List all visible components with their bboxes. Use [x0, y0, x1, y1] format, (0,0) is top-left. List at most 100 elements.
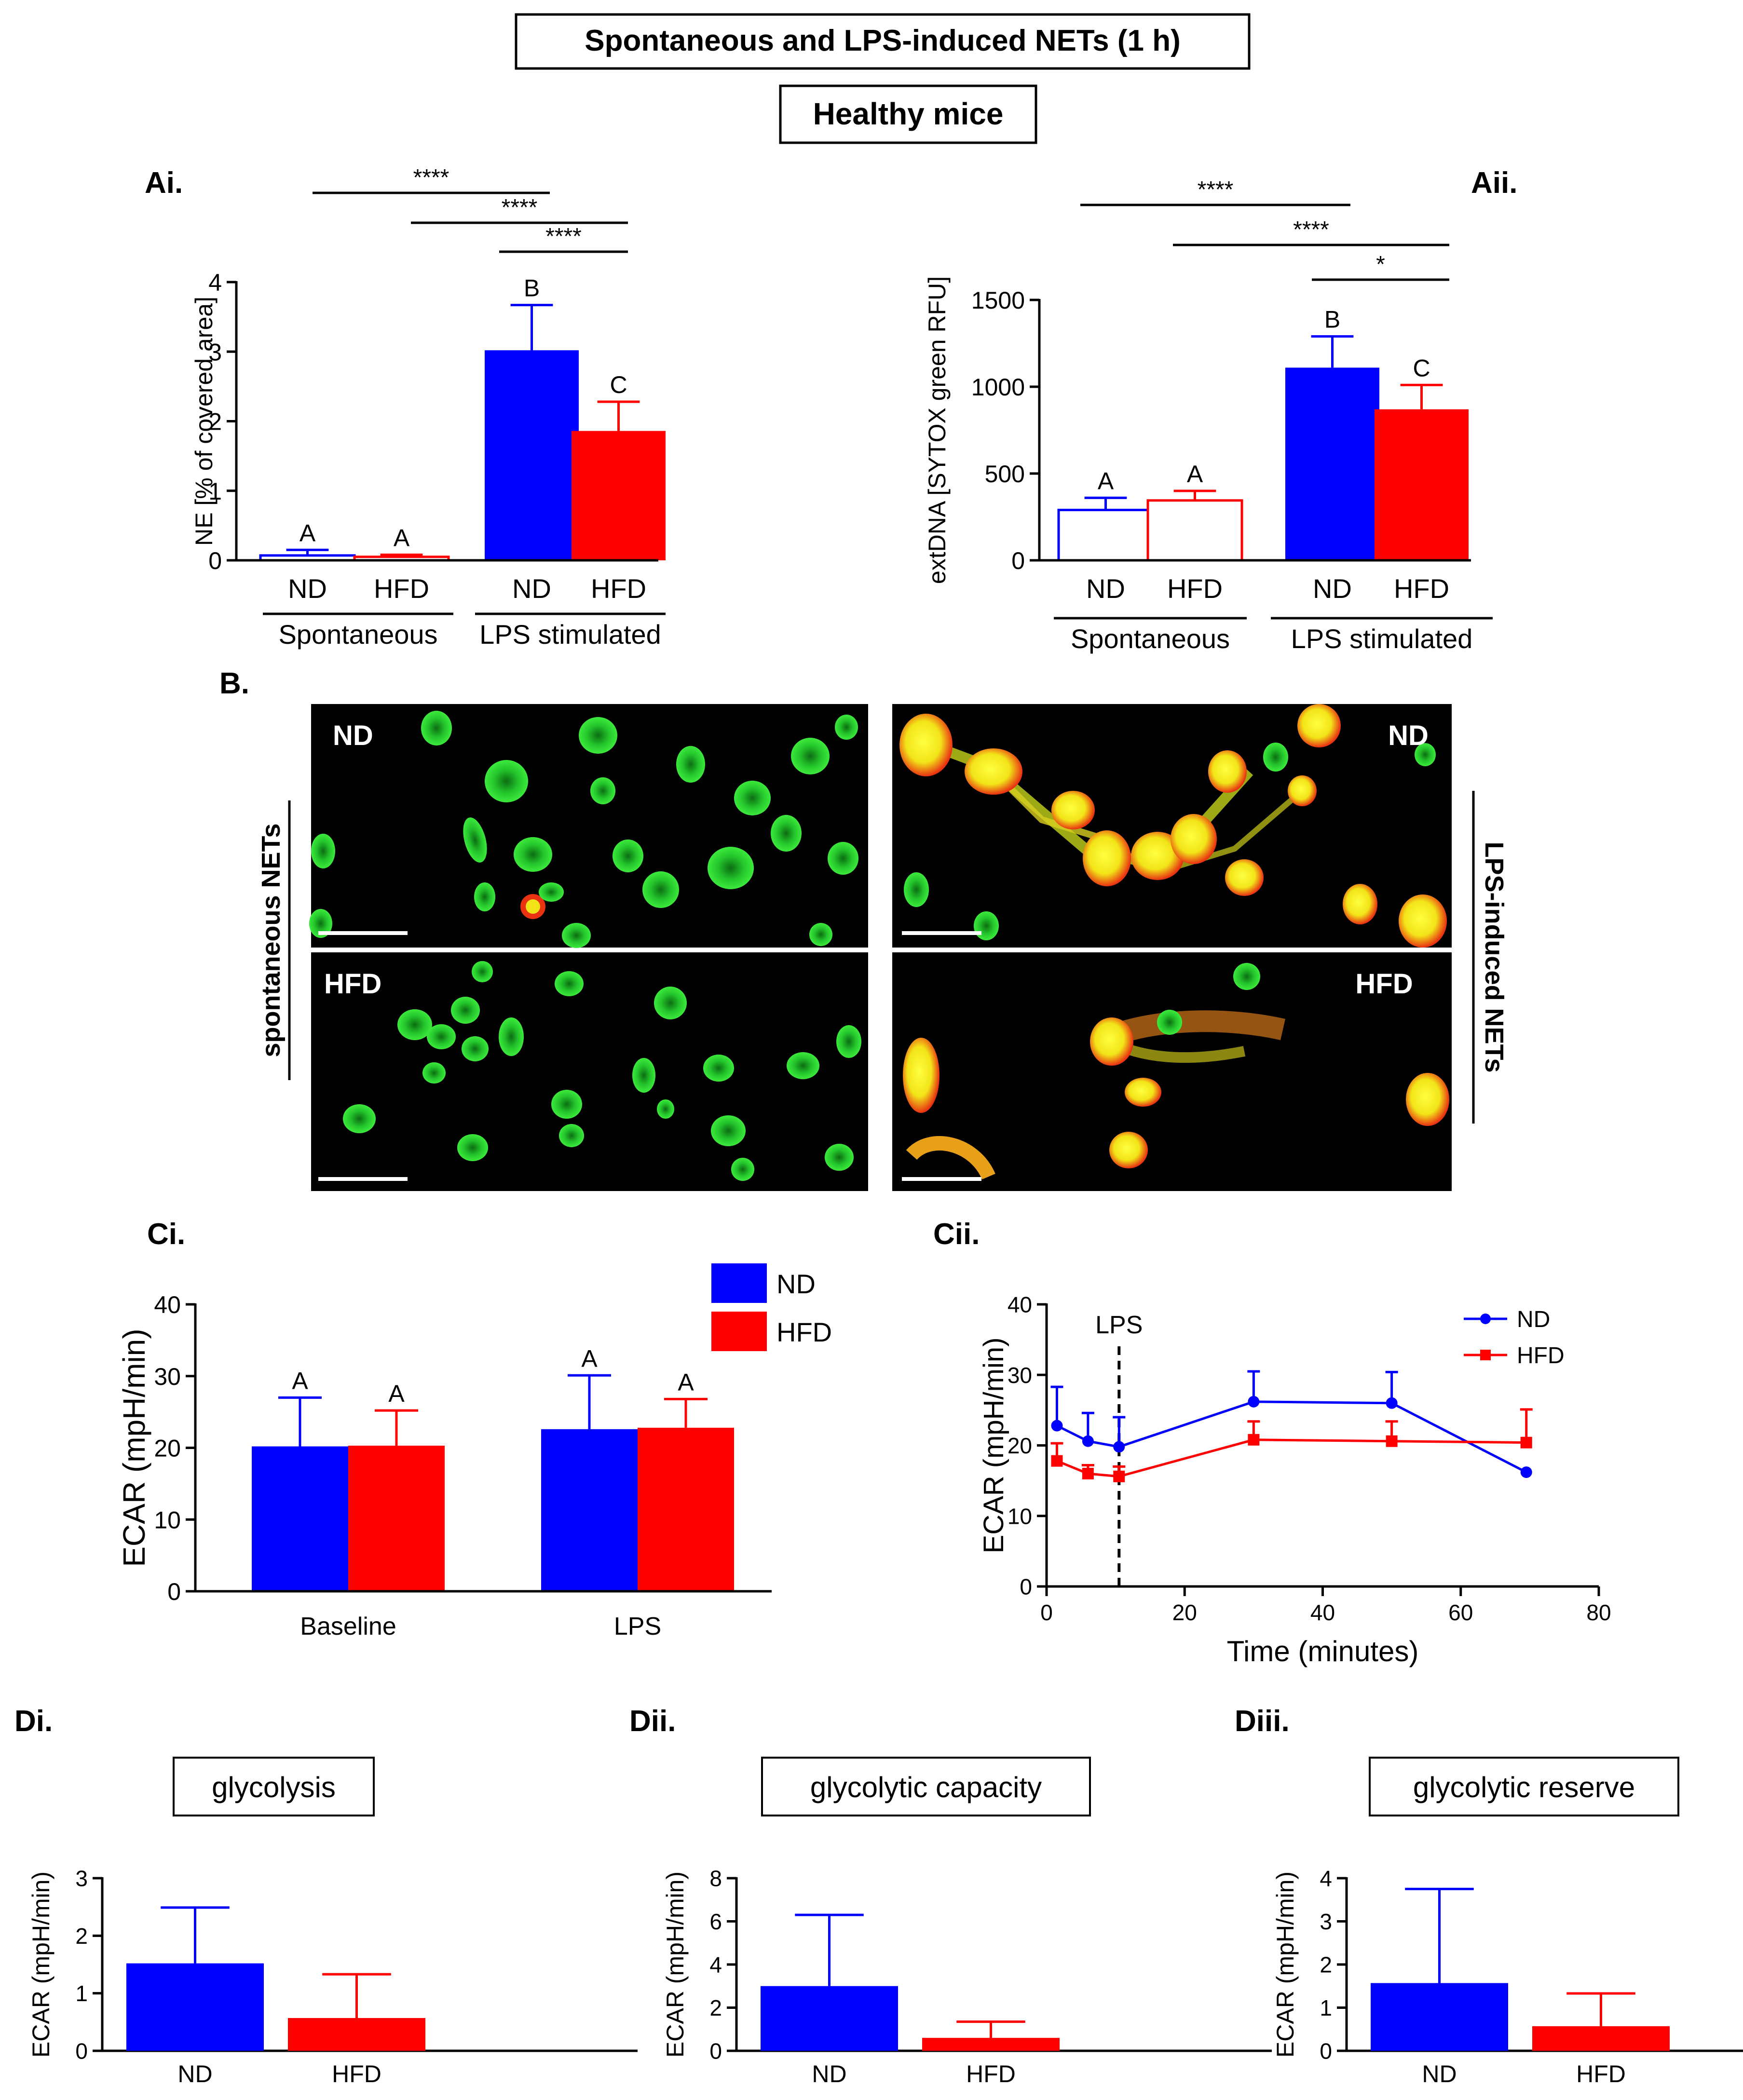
- bar: [1146, 499, 1243, 562]
- significance-stars: ****: [545, 224, 582, 249]
- chart-Diii: 0 1 2 3 4 ECAR (mpH/min) ND HFD glycolytic reser…: [1272, 1757, 1743, 2087]
- figure-subtitle: Healthy mice: [813, 96, 1004, 131]
- chart-Dii: 0 2 4 6 8 ECAR (mpH/min) ND HFD glycolytic capac…: [662, 1757, 1272, 2087]
- bar: [1375, 409, 1469, 560]
- figure-title: Spontaneous and LPS-induced NETs (1 h): [585, 24, 1180, 57]
- y-axis-title: ECAR (mpH/min): [27, 1871, 54, 2058]
- micrograph-label: ND: [1388, 720, 1429, 751]
- nuclei-cluster: [343, 961, 861, 1181]
- y-tick-label: 0: [208, 547, 222, 574]
- y-axis-title: ECAR (mpH/min): [1272, 1871, 1299, 2058]
- x-tick-label: 0: [1040, 1600, 1053, 1625]
- net-cluster: [899, 704, 1447, 948]
- data-point: [1520, 1436, 1532, 1449]
- legend-label-hfd: HFD: [776, 1317, 832, 1347]
- data-point: [1520, 1466, 1532, 1478]
- y-tick-label: 1: [1320, 1995, 1332, 2020]
- bar: [126, 1963, 264, 2051]
- x-tick-label: HFD: [332, 2060, 381, 2087]
- legend-label-nd: ND: [776, 1269, 816, 1299]
- series-line: [1056, 1400, 1527, 1474]
- y-tick-label: 40: [154, 1291, 181, 1318]
- group-label: Spontaneous: [1071, 623, 1230, 654]
- significance-letter: C: [1413, 354, 1430, 381]
- y-tick-label: 4: [709, 1952, 722, 1978]
- panel-label-Di: Di.: [14, 1705, 53, 1738]
- micrograph-spontaneous-nd: ND: [309, 704, 868, 948]
- significance-stars: ****: [1293, 217, 1329, 243]
- micrograph-lps-nd: ND: [892, 704, 1452, 948]
- y-tick-label: 0: [1020, 1574, 1032, 1599]
- x-tick-label: ND: [1086, 573, 1125, 604]
- legend-marker-nd: [1480, 1314, 1491, 1324]
- bar: [638, 1427, 734, 1591]
- micrograph-panel: ND: [257, 704, 1509, 1191]
- y-axis-title: extDNA [SYTOX green RFU]: [924, 276, 951, 584]
- data-point: [1113, 1470, 1125, 1482]
- micrograph-spontaneous-hfd: HFD: [311, 952, 868, 1191]
- data-point: [1386, 1397, 1398, 1409]
- y-tick-label: 3: [208, 339, 222, 366]
- legend-label-nd-line: ND: [1517, 1307, 1550, 1332]
- x-tick-label: ND: [1313, 573, 1352, 604]
- y-tick-label: 3: [1320, 1909, 1332, 1934]
- y-tick-label: 8: [709, 1866, 722, 1891]
- legend-label-hfd-line: HFD: [1517, 1343, 1565, 1368]
- legend-swatch-nd: [711, 1263, 767, 1303]
- y-tick-label: 500: [985, 461, 1025, 488]
- significance-letter: A: [388, 1380, 405, 1407]
- significance-letter: A: [300, 519, 316, 546]
- y-tick-label: 10: [154, 1506, 181, 1533]
- chart-title-box: [761, 1757, 1091, 1816]
- x-tick-label: HFD: [374, 573, 429, 604]
- cii-legend: ND HFD: [1464, 1307, 1565, 1368]
- y-tick-label: 3: [75, 1866, 88, 1891]
- y-tick-label: 0: [1011, 547, 1025, 574]
- y-tick-label: 40: [1008, 1292, 1032, 1317]
- significance-letter: A: [678, 1368, 694, 1395]
- ci-legend: ND HFD: [711, 1263, 832, 1351]
- micrograph-label: ND: [333, 720, 373, 751]
- y-tick-label: 2: [75, 1924, 88, 1949]
- bar: [1057, 509, 1154, 562]
- y-axis-title: ECAR (mpH/min): [117, 1328, 151, 1567]
- significance-letter: A: [394, 524, 410, 551]
- x-tick-label: ND: [812, 2060, 846, 2087]
- panel-label-B: B.: [219, 667, 249, 700]
- panel-label-Ai: Ai.: [145, 166, 183, 200]
- chart-title-box: [173, 1757, 375, 1816]
- bar: [541, 1429, 638, 1591]
- micrograph-side-label-right: LPS-induced NETs: [1480, 841, 1509, 1072]
- y-tick-label: 0: [167, 1578, 181, 1605]
- bar: [572, 431, 666, 560]
- y-axis-title: NE [% of covered area]: [191, 297, 218, 546]
- y-tick-label: 10: [1008, 1504, 1032, 1529]
- data-point: [1082, 1435, 1094, 1447]
- x-tick-label: 20: [1172, 1600, 1197, 1625]
- y-tick-label: 30: [154, 1363, 181, 1390]
- y-tick-label: 4: [1320, 1866, 1332, 1891]
- significance-letter: C: [610, 371, 627, 398]
- y-tick-label: 30: [1008, 1363, 1032, 1388]
- subtitle-box: Healthy mice: [779, 84, 1037, 144]
- x-tick-label: 40: [1310, 1600, 1335, 1625]
- x-tick-label: HFD: [1167, 573, 1223, 604]
- x-tick-label: HFD: [591, 573, 646, 604]
- significance-letter: A: [292, 1367, 308, 1394]
- x-tick-label: 80: [1586, 1600, 1611, 1625]
- group-label: Spontaneous: [278, 619, 437, 650]
- panel-label-Ci: Ci.: [147, 1218, 185, 1251]
- y-tick-label: 1000: [971, 374, 1025, 401]
- chart-Cii: 0 10 20 30 40 ECAR (mpH/min) 0 20 40 60 80 Time (mi…: [978, 1292, 1611, 1667]
- data-point: [1082, 1468, 1094, 1479]
- micrograph-lps-hfd: HFD: [892, 952, 1452, 1191]
- y-tick-label: 0: [1320, 2039, 1332, 2064]
- chart-title: glycolytic capacity: [810, 1771, 1042, 1803]
- nuclei-cluster: [309, 711, 858, 948]
- significance-stars: ****: [502, 195, 538, 220]
- x-tick-label: ND: [177, 2060, 212, 2087]
- bar: [922, 2038, 1060, 2051]
- y-tick-label: 1: [75, 1981, 88, 2006]
- y-tick-label: 20: [154, 1435, 181, 1462]
- chart-title: glycolytic reserve: [1413, 1771, 1635, 1803]
